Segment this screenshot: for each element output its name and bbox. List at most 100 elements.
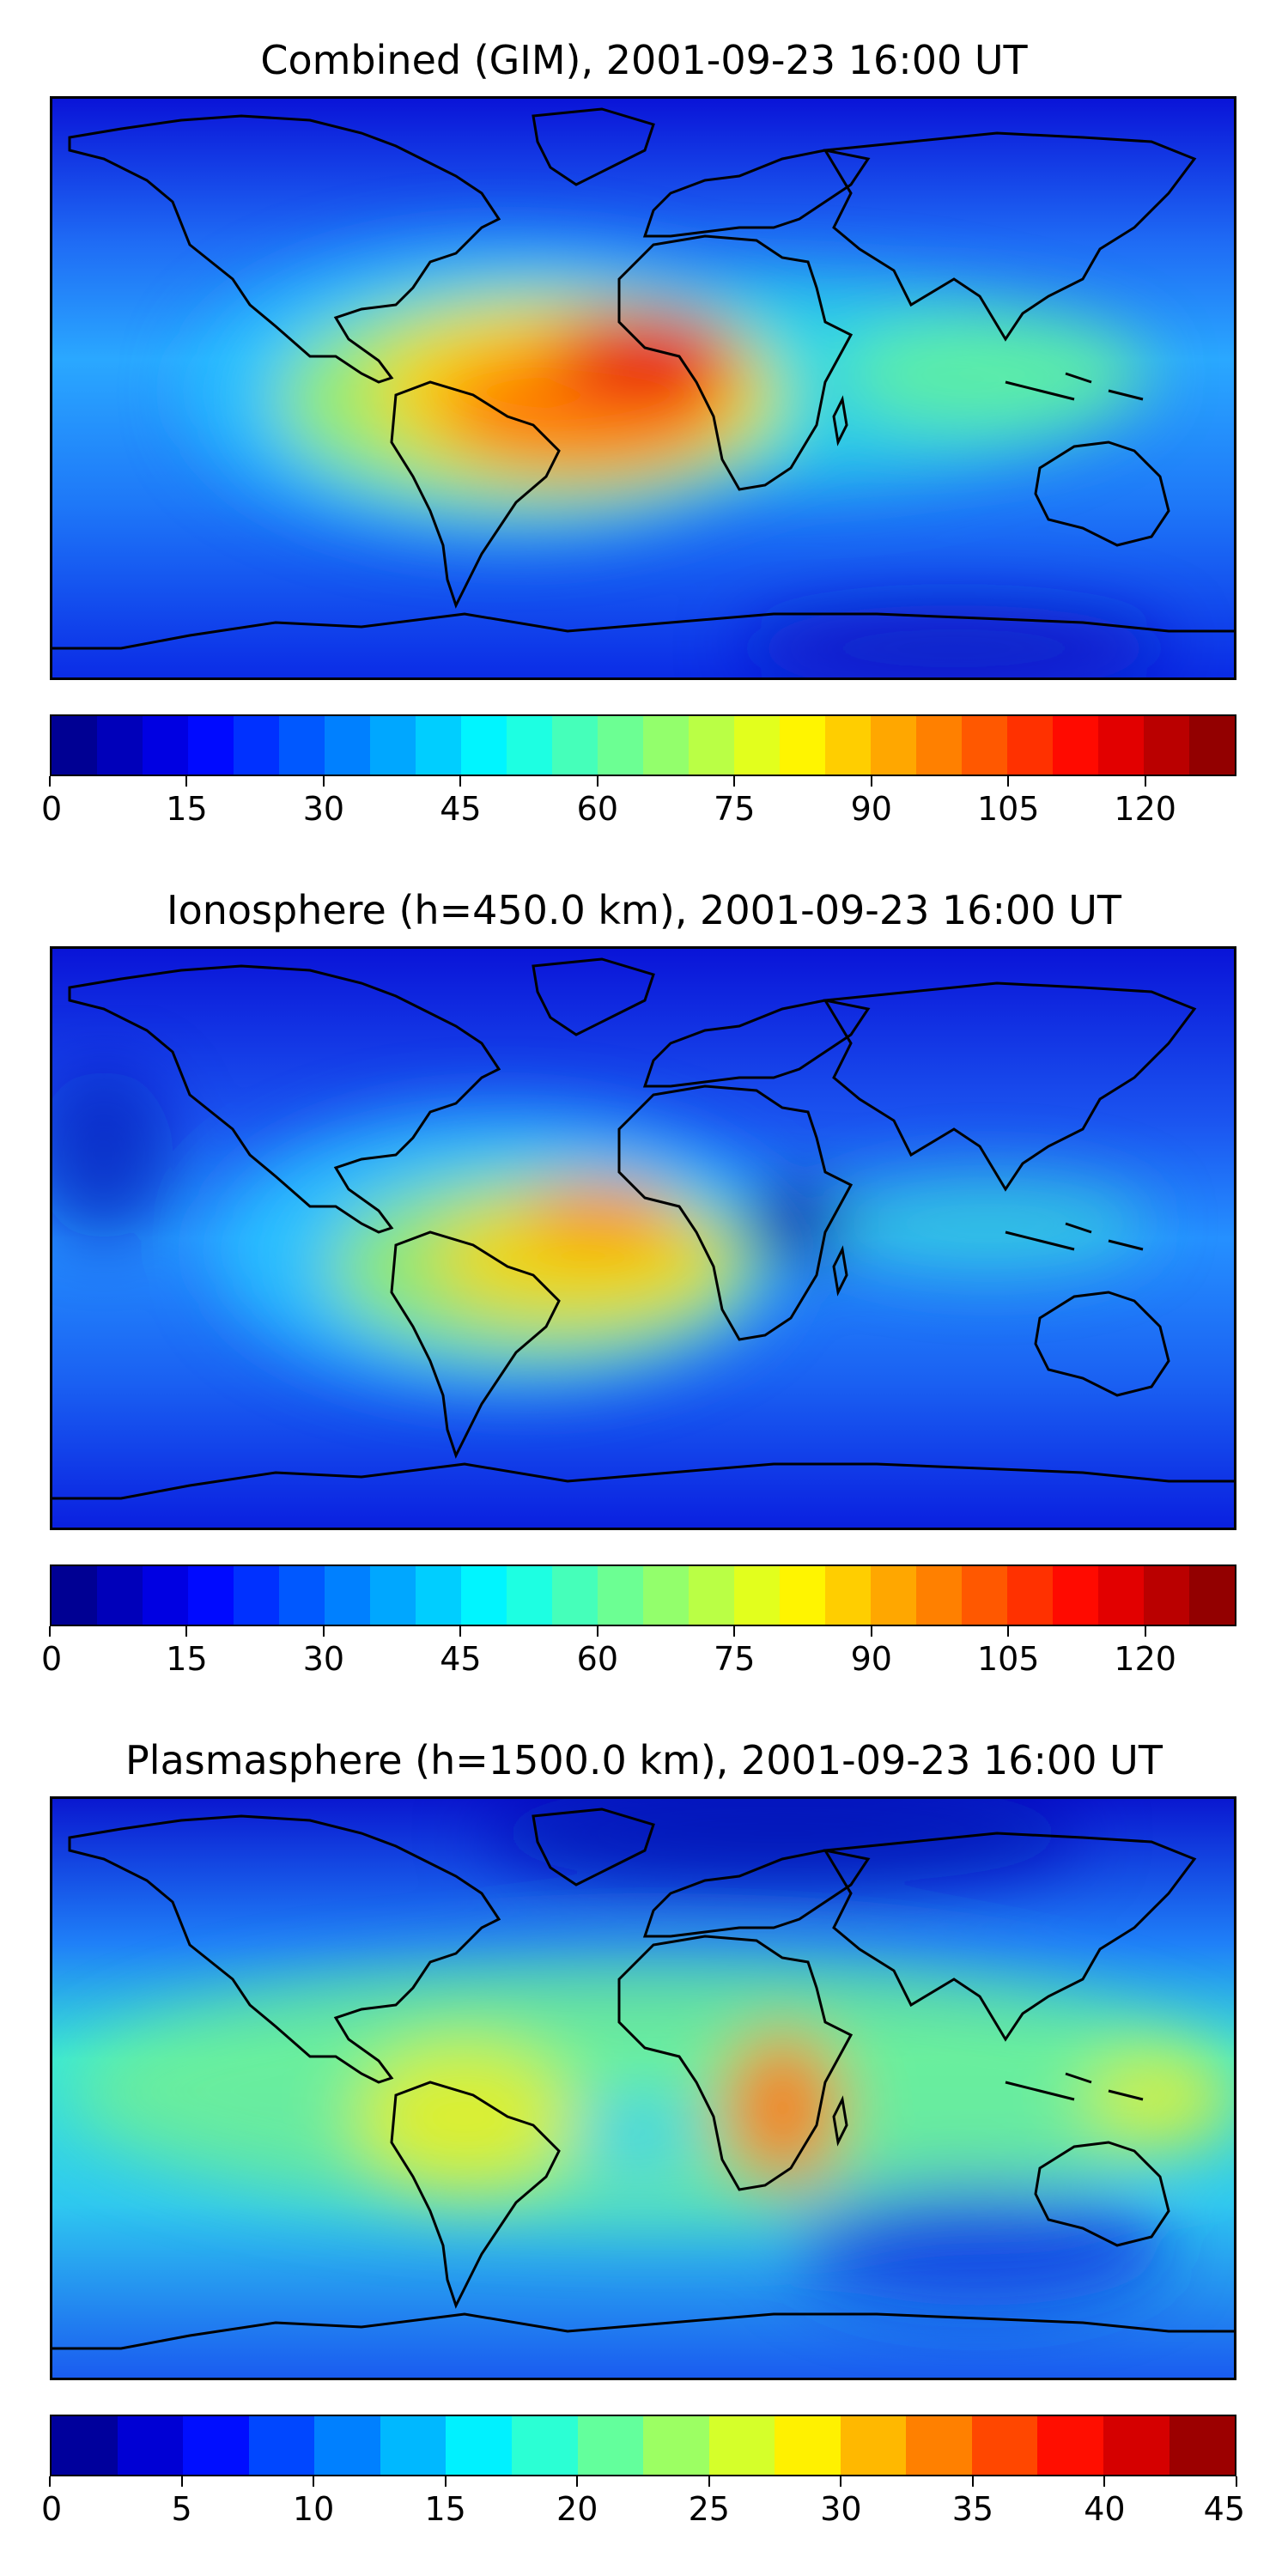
colorbar-tick-mark <box>459 1626 462 1637</box>
colorbar-tick-mark <box>1144 1626 1146 1637</box>
colorbar-segment <box>1037 2416 1103 2475</box>
colorbar-segment <box>188 1566 234 1625</box>
colorbar-segment <box>552 1566 598 1625</box>
colorbar-tick-label: 35 <box>951 2490 994 2528</box>
panel-title-combined: Combined (GIM), 2001-09-23 16:00 UT <box>260 37 1028 83</box>
colorbar-segment <box>871 716 916 775</box>
colorbar-segment <box>1189 716 1235 775</box>
colorbar-tick-label: 40 <box>1084 2490 1126 2528</box>
colorbar-tick-label: 90 <box>850 790 892 828</box>
colorbar-ticks-combined: 0 15 30 45 60 75 90 105 120 <box>41 776 1236 828</box>
tec-map-ionosphere <box>52 949 1234 1528</box>
colorbar-tick-label: 120 <box>1114 790 1176 828</box>
colorbar-tick-label: 15 <box>166 790 208 828</box>
colorbar-tick-mark <box>180 2476 183 2487</box>
colorbar-tick-mark <box>1007 776 1010 787</box>
colorbar-tick-mark <box>313 2476 315 2487</box>
tec-map-combined <box>52 99 1234 677</box>
colorbar-segment <box>552 716 598 775</box>
colorbar-segment <box>416 1566 461 1625</box>
colorbar-segment <box>871 1566 916 1625</box>
colorbar-tick-label: 90 <box>850 1640 892 1678</box>
colorbar-segment <box>962 716 1007 775</box>
colorbar-tick-label: 15 <box>166 1640 208 1678</box>
colorbar-segment <box>97 1566 143 1625</box>
colorbar-segment <box>916 716 962 775</box>
colorbar-segment <box>734 1566 780 1625</box>
colorbar-tick-label: 15 <box>424 2490 466 2528</box>
colorbar-segment <box>1007 716 1053 775</box>
colorbar-segment <box>248 2416 315 2475</box>
colorbar-segment <box>507 1566 552 1625</box>
colorbar-segment <box>143 1566 188 1625</box>
colorbar-segment <box>1053 1566 1098 1625</box>
colorbar-segment <box>1144 1566 1189 1625</box>
colorbar-segment <box>734 716 780 775</box>
colorbar-tick-mark <box>733 1626 736 1637</box>
colorbar-tick-mark <box>444 2476 447 2487</box>
colorbar-segment <box>279 716 325 775</box>
colorbar-segment <box>183 2416 249 2475</box>
colorbar-segment <box>507 716 552 775</box>
colorbar-tick-label: 75 <box>714 1640 756 1678</box>
colorbar-tick-mark <box>49 776 51 787</box>
colorbar-segment <box>52 2416 118 2475</box>
colorbar-segment <box>825 716 871 775</box>
colorbar-segment <box>234 716 279 775</box>
colorbar-tick-label: 60 <box>576 1640 619 1678</box>
colorbar-segment <box>689 716 734 775</box>
colorbar-segment <box>97 716 143 775</box>
colorbar-segment <box>234 1566 279 1625</box>
colorbar-segment <box>370 1566 416 1625</box>
colorbar-ticks-ionosphere: 0 15 30 45 60 75 90 105 120 <box>41 1626 1236 1678</box>
colorbar-segment <box>52 1566 97 1625</box>
tec-map-plasmasphere <box>52 1799 1234 2378</box>
colorbar-segment <box>188 716 234 775</box>
colorbar-segment <box>1169 2416 1236 2475</box>
colorbar-segment <box>643 2416 709 2475</box>
colorbar-segment <box>598 716 643 775</box>
colorbar-segment <box>971 2416 1038 2475</box>
colorbar-segment <box>416 716 461 775</box>
colorbar-segment <box>461 1566 507 1625</box>
colorbar-segment <box>598 1566 643 1625</box>
colorbar-segment <box>143 716 188 775</box>
colorbar-tick-label: 10 <box>292 2490 335 2528</box>
colorbar-tick-mark <box>596 1626 598 1637</box>
colorbar-segment <box>461 716 507 775</box>
colorbar-segment <box>1098 1566 1144 1625</box>
colorbar-segment <box>279 1566 325 1625</box>
colorbar-segment <box>780 716 825 775</box>
colorbar-segment <box>511 2416 578 2475</box>
colorbar-segment <box>775 2416 841 2475</box>
colorbar-tick-label: 0 <box>41 1640 63 1678</box>
colorbar-tick-mark <box>49 2476 51 2487</box>
colorbar-tick-mark <box>459 776 462 787</box>
colorbar-segment <box>689 1566 734 1625</box>
colorbar-segment <box>1189 1566 1235 1625</box>
panel-title-plasmasphere: Plasmasphere (h=1500.0 km), 2001-09-23 1… <box>125 1737 1163 1783</box>
colorbar-tick-mark <box>840 2476 842 2487</box>
colorbar-tick-mark <box>1144 776 1146 787</box>
colorbar-tick-mark <box>322 776 325 787</box>
colorbar-ionosphere <box>50 1564 1236 1626</box>
map-combined <box>50 96 1236 680</box>
colorbar-segment <box>1098 716 1144 775</box>
colorbar-segment <box>117 2416 184 2475</box>
colorbar-segment <box>780 1566 825 1625</box>
colorbar-tick-mark <box>49 1626 51 1637</box>
colorbar-tick-label: 75 <box>714 790 756 828</box>
colorbar-segment <box>314 2416 380 2475</box>
colorbar-segment <box>370 716 416 775</box>
colorbar-tick-label: 25 <box>688 2490 730 2528</box>
colorbar-segment <box>325 716 370 775</box>
colorbar-tick-mark <box>870 1626 872 1637</box>
colorbar-tick-label: 45 <box>440 1640 482 1678</box>
colorbar-segment <box>1144 716 1189 775</box>
colorbar-tick-label: 30 <box>820 2490 862 2528</box>
colorbar-tick-label: 5 <box>171 2490 192 2528</box>
colorbar-segment <box>906 2416 972 2475</box>
colorbar-tick-label: 105 <box>976 790 1040 828</box>
colorbar-tick-label: 0 <box>41 2490 63 2528</box>
map-ionosphere <box>50 946 1236 1530</box>
